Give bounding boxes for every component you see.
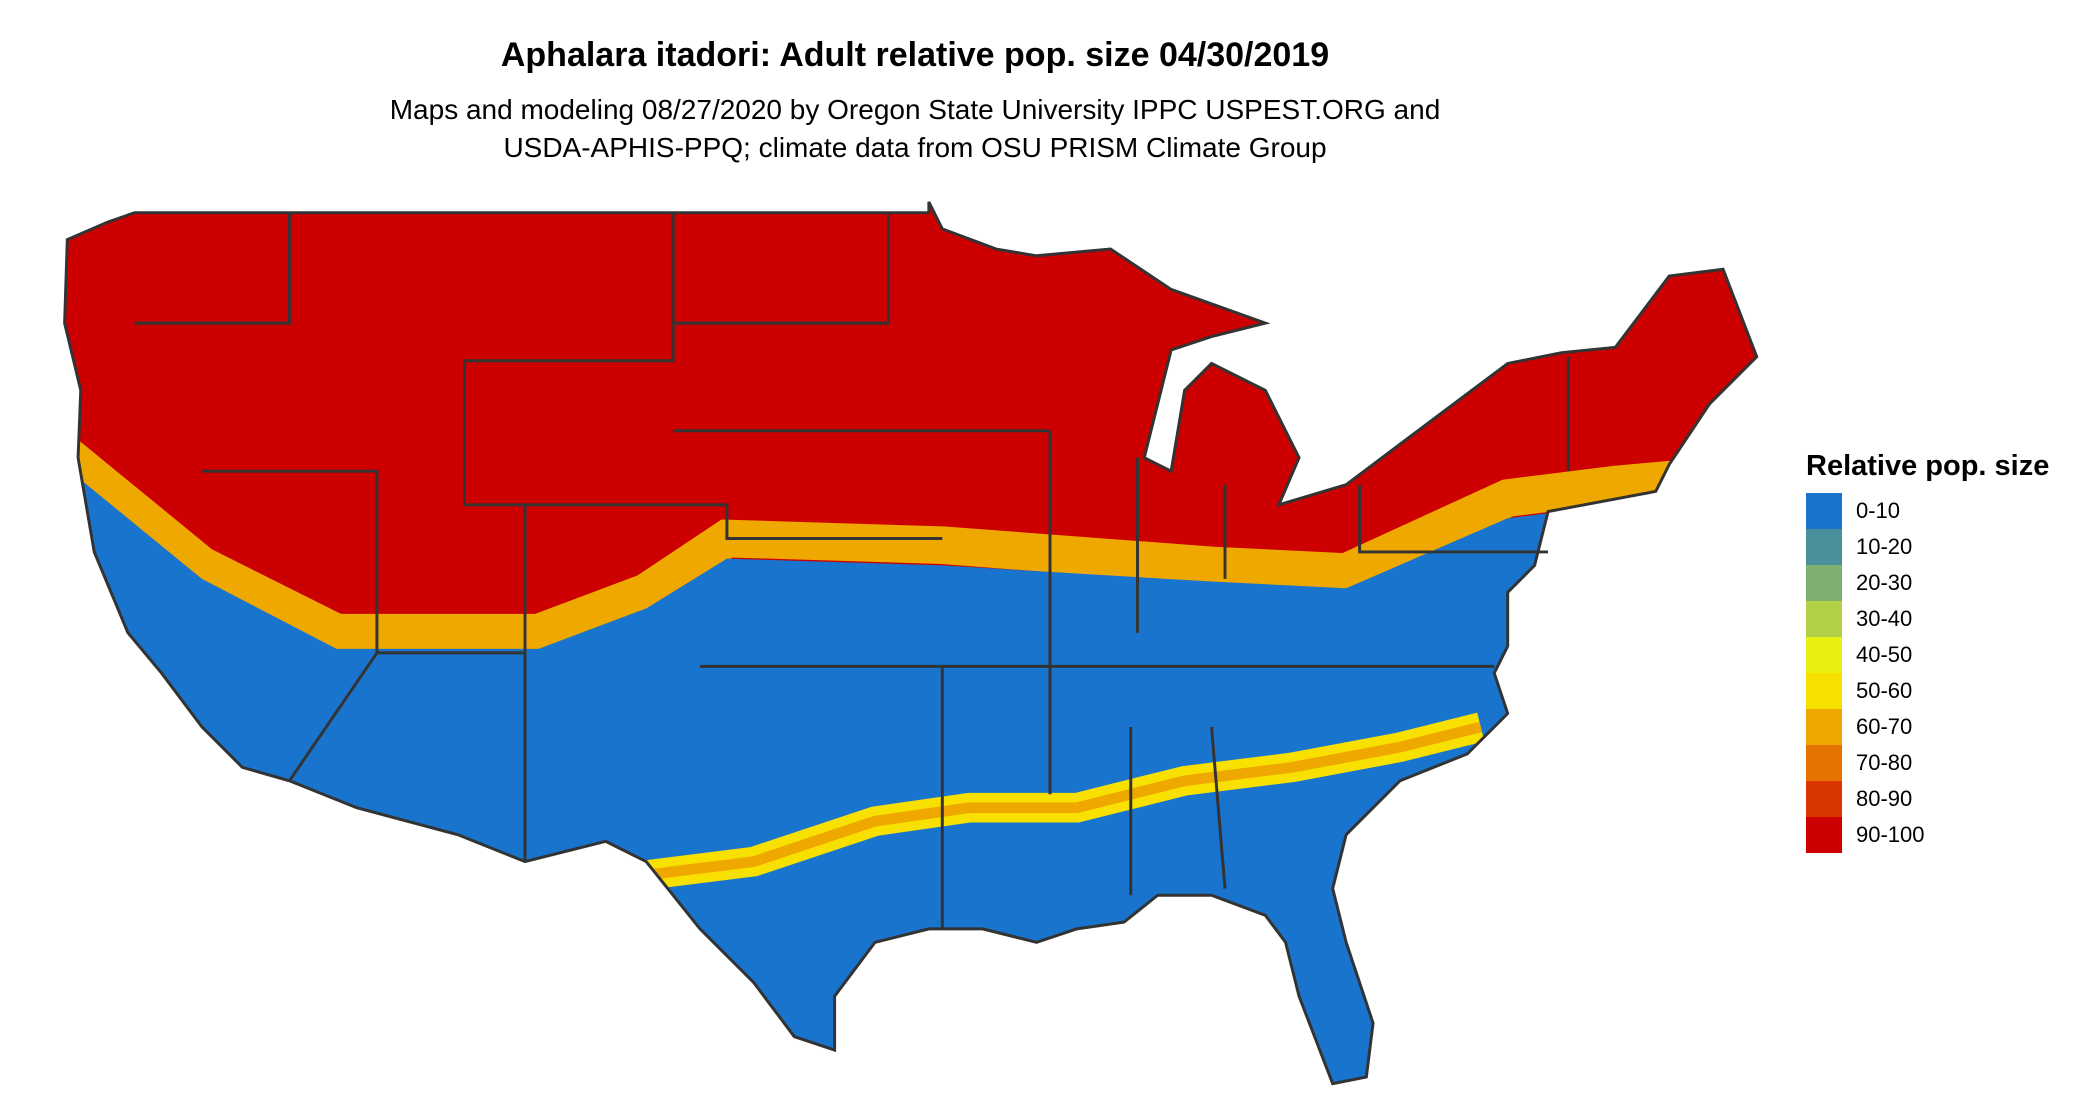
legend-label: 80-90 [1856,786,1913,811]
legend-swatch [1806,817,1842,853]
legend-item: 50-60 [1806,673,2049,709]
legend-label: 30-40 [1856,606,1913,631]
legend: Relative pop. size 0-10 10-20 20-30 30-40 40… [1806,450,2049,853]
legend-item: 30-40 [1806,601,2049,637]
legend-label: 90-100 [1856,822,1925,847]
legend-swatch [1806,601,1842,637]
legend-item: 70-80 [1806,745,2049,781]
legend-swatch [1806,709,1842,745]
legend-item: 40-50 [1806,637,2049,673]
legend-item: 20-30 [1806,565,2049,601]
legend-swatch [1806,637,1842,673]
state-borders [63,200,1759,1086]
legend-swatch [1806,493,1842,529]
legend-item: 10-20 [1806,529,2049,565]
legend-item: 60-70 [1806,709,2049,745]
transition-band-south-inner [645,721,1483,881]
legend-swatch [1806,781,1842,817]
map-title: Aphalara itadori: Adult relative pop. si… [500,36,1330,74]
legend-label: 10-20 [1856,534,1913,559]
legend-title: Relative pop. size [1806,450,2050,482]
transition-band-north [64,429,1757,652]
legend-item: 0-10 [1806,493,2049,529]
legend-item: 90-100 [1806,817,2049,853]
legend-label: 20-30 [1856,570,1913,595]
legend-swatch [1806,673,1842,709]
legend-label: 50-60 [1856,678,1913,703]
legend-item: 80-90 [1806,781,2049,817]
legend-swatch [1806,529,1842,565]
legend-swatch [1806,745,1842,781]
map-subtitle-line-2: USDA-APHIS-PPQ; climate data from OSU PR… [503,132,1327,163]
map-subtitle-line-1: Maps and modeling 08/27/2020 by Oregon S… [389,94,1441,125]
legend-label: 60-70 [1856,714,1913,739]
legend-swatch [1806,565,1842,601]
legend-label: 40-50 [1856,642,1913,667]
legend-label: 70-80 [1856,750,1913,775]
legend-label: 0-10 [1856,498,1901,523]
